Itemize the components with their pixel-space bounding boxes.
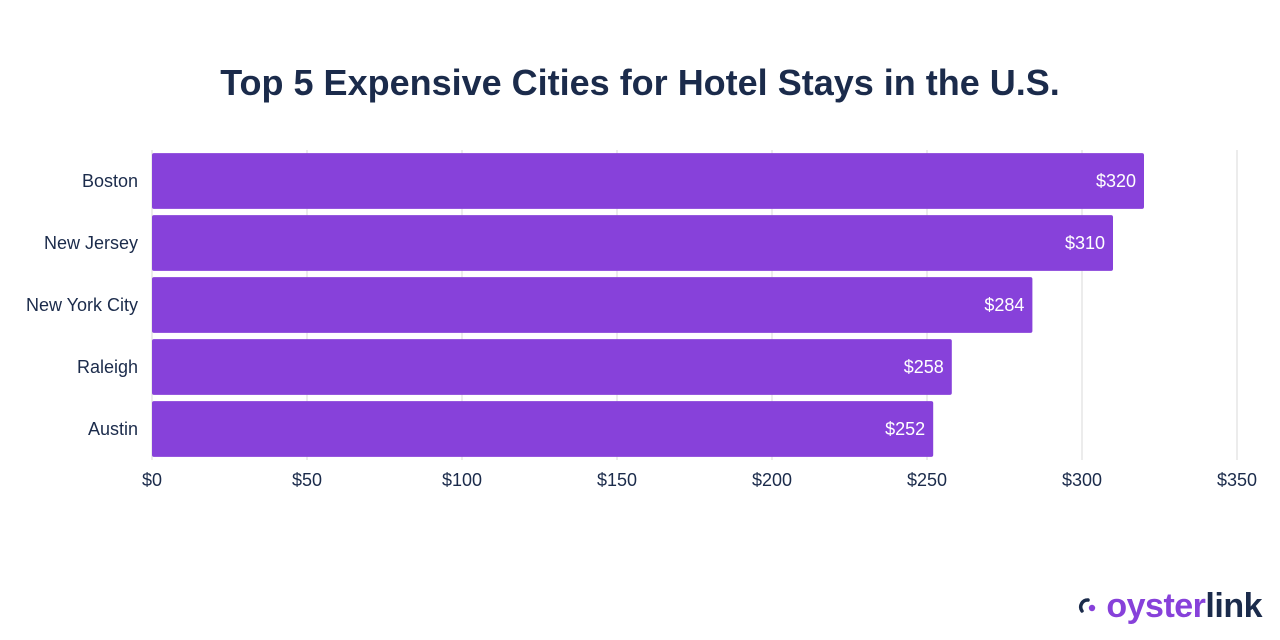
oysterlink-logo: oysterlink — [1078, 587, 1262, 626]
logo-text: oysterlink — [1106, 587, 1262, 626]
bar — [152, 277, 1033, 333]
chart-title: Top 5 Expensive Cities for Hotel Stays i… — [220, 62, 1060, 103]
category-label: Raleigh — [77, 357, 138, 377]
x-tick-label: $350 — [1217, 470, 1257, 490]
x-tick-labels: $0 $50 $100 $150 $200 $250 $300 $350 — [142, 470, 1257, 490]
x-tick-label: $100 — [442, 470, 482, 490]
logo-text-oyster: oyster — [1106, 587, 1206, 625]
bar — [152, 153, 1144, 209]
category-labels: Boston New Jersey New York City Raleigh Aust… — [26, 171, 138, 439]
x-tick-label: $0 — [142, 470, 162, 490]
data-label: $310 — [1065, 233, 1105, 253]
logo-icon — [1079, 597, 1096, 613]
bar — [152, 401, 934, 457]
category-label: Boston — [82, 171, 138, 191]
x-tick-label: $50 — [292, 470, 322, 490]
bar — [152, 215, 1113, 271]
x-tick-label: $250 — [907, 470, 947, 490]
x-tick-label: $300 — [1062, 470, 1102, 490]
data-label: $252 — [885, 419, 925, 439]
data-label: $320 — [1096, 171, 1136, 191]
category-label: New Jersey — [44, 233, 138, 253]
data-label: $284 — [984, 295, 1024, 315]
data-label: $258 — [904, 357, 944, 377]
category-label: New York City — [26, 295, 138, 315]
x-tick-label: $150 — [597, 470, 637, 490]
bars — [152, 153, 1144, 457]
logo-text-link: link — [1205, 587, 1262, 625]
bar — [152, 339, 952, 395]
x-tick-label: $200 — [752, 470, 792, 490]
data-labels: $320 $310 $284 $258 $252 — [885, 171, 1136, 439]
category-label: Austin — [88, 419, 138, 439]
